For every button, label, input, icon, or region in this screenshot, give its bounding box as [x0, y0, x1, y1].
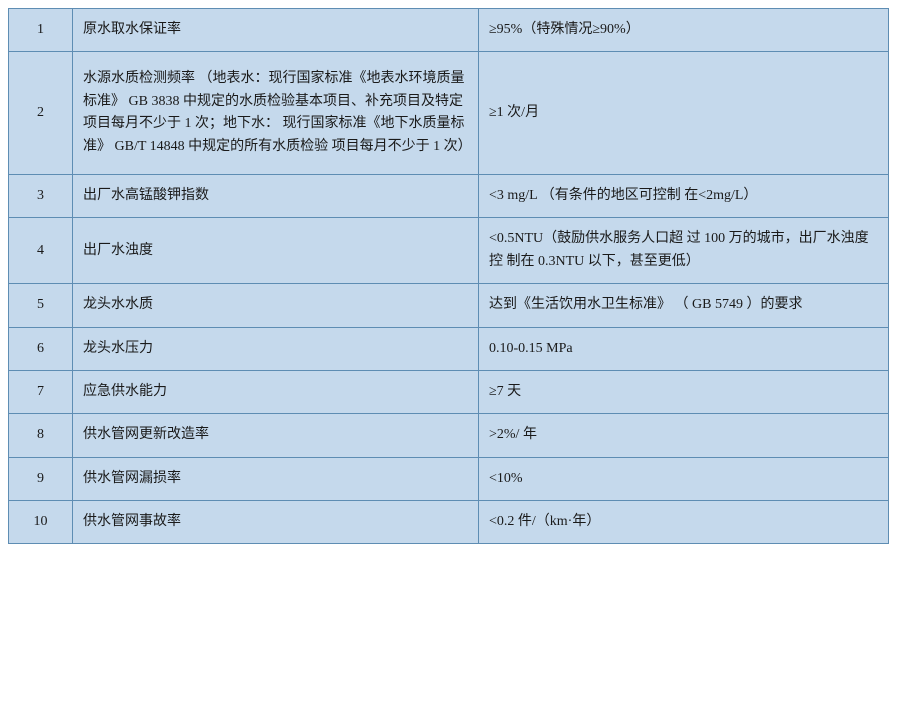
row-value: <0.2 件/（km·年） [479, 501, 889, 544]
table-row: 1 原水取水保证率 ≥95%（特殊情况≥90%） [9, 9, 889, 52]
row-number: 2 [9, 52, 73, 175]
row-number: 10 [9, 501, 73, 544]
table-body: 1 原水取水保证率 ≥95%（特殊情况≥90%） 2 水源水质检测频率 （地表水… [9, 9, 889, 544]
row-number: 6 [9, 327, 73, 370]
water-supply-standards-table: 1 原水取水保证率 ≥95%（特殊情况≥90%） 2 水源水质检测频率 （地表水… [8, 8, 889, 544]
row-number: 1 [9, 9, 73, 52]
table-row: 2 水源水质检测频率 （地表水：现行国家标准《地表水环境质量标准》 GB 383… [9, 52, 889, 175]
table-row: 10 供水管网事故率 <0.2 件/（km·年） [9, 501, 889, 544]
table-row: 5 龙头水水质 达到《生活饮用水卫生标准》 （ GB 5749 ）的要求 [9, 284, 889, 327]
row-item: 应急供水能力 [73, 370, 479, 413]
row-item: 水源水质检测频率 （地表水：现行国家标准《地表水环境质量标准》 GB 3838 … [73, 52, 479, 175]
row-value: ≥1 次/月 [479, 52, 889, 175]
table-row: 7 应急供水能力 ≥7 天 [9, 370, 889, 413]
row-value: 达到《生活饮用水卫生标准》 （ GB 5749 ）的要求 [479, 284, 889, 327]
row-number: 9 [9, 457, 73, 500]
row-value: <0.5NTU（鼓励供水服务人口超 过 100 万的城市，出厂水浊度控 制在 0… [479, 218, 889, 284]
table-row: 8 供水管网更新改造率 >2%/ 年 [9, 414, 889, 457]
row-item: 供水管网事故率 [73, 501, 479, 544]
row-number: 3 [9, 174, 73, 217]
row-item: 出厂水浊度 [73, 218, 479, 284]
row-item: 龙头水水质 [73, 284, 479, 327]
row-number: 7 [9, 370, 73, 413]
row-value: ≥7 天 [479, 370, 889, 413]
table-row: 4 出厂水浊度 <0.5NTU（鼓励供水服务人口超 过 100 万的城市，出厂水… [9, 218, 889, 284]
row-value: <10% [479, 457, 889, 500]
row-value: ≥95%（特殊情况≥90%） [479, 9, 889, 52]
row-item: 原水取水保证率 [73, 9, 479, 52]
row-value: <3 mg/L （有条件的地区可控制 在<2mg/L） [479, 174, 889, 217]
row-item: 供水管网漏损率 [73, 457, 479, 500]
table-row: 6 龙头水压力 0.10-0.15 MPa [9, 327, 889, 370]
row-number: 5 [9, 284, 73, 327]
row-number: 8 [9, 414, 73, 457]
row-item: 龙头水压力 [73, 327, 479, 370]
row-item: 出厂水高锰酸钾指数 [73, 174, 479, 217]
table-row: 9 供水管网漏损率 <10% [9, 457, 889, 500]
row-item: 供水管网更新改造率 [73, 414, 479, 457]
row-value: >2%/ 年 [479, 414, 889, 457]
table-row: 3 出厂水高锰酸钾指数 <3 mg/L （有条件的地区可控制 在<2mg/L） [9, 174, 889, 217]
row-number: 4 [9, 218, 73, 284]
row-value: 0.10-0.15 MPa [479, 327, 889, 370]
